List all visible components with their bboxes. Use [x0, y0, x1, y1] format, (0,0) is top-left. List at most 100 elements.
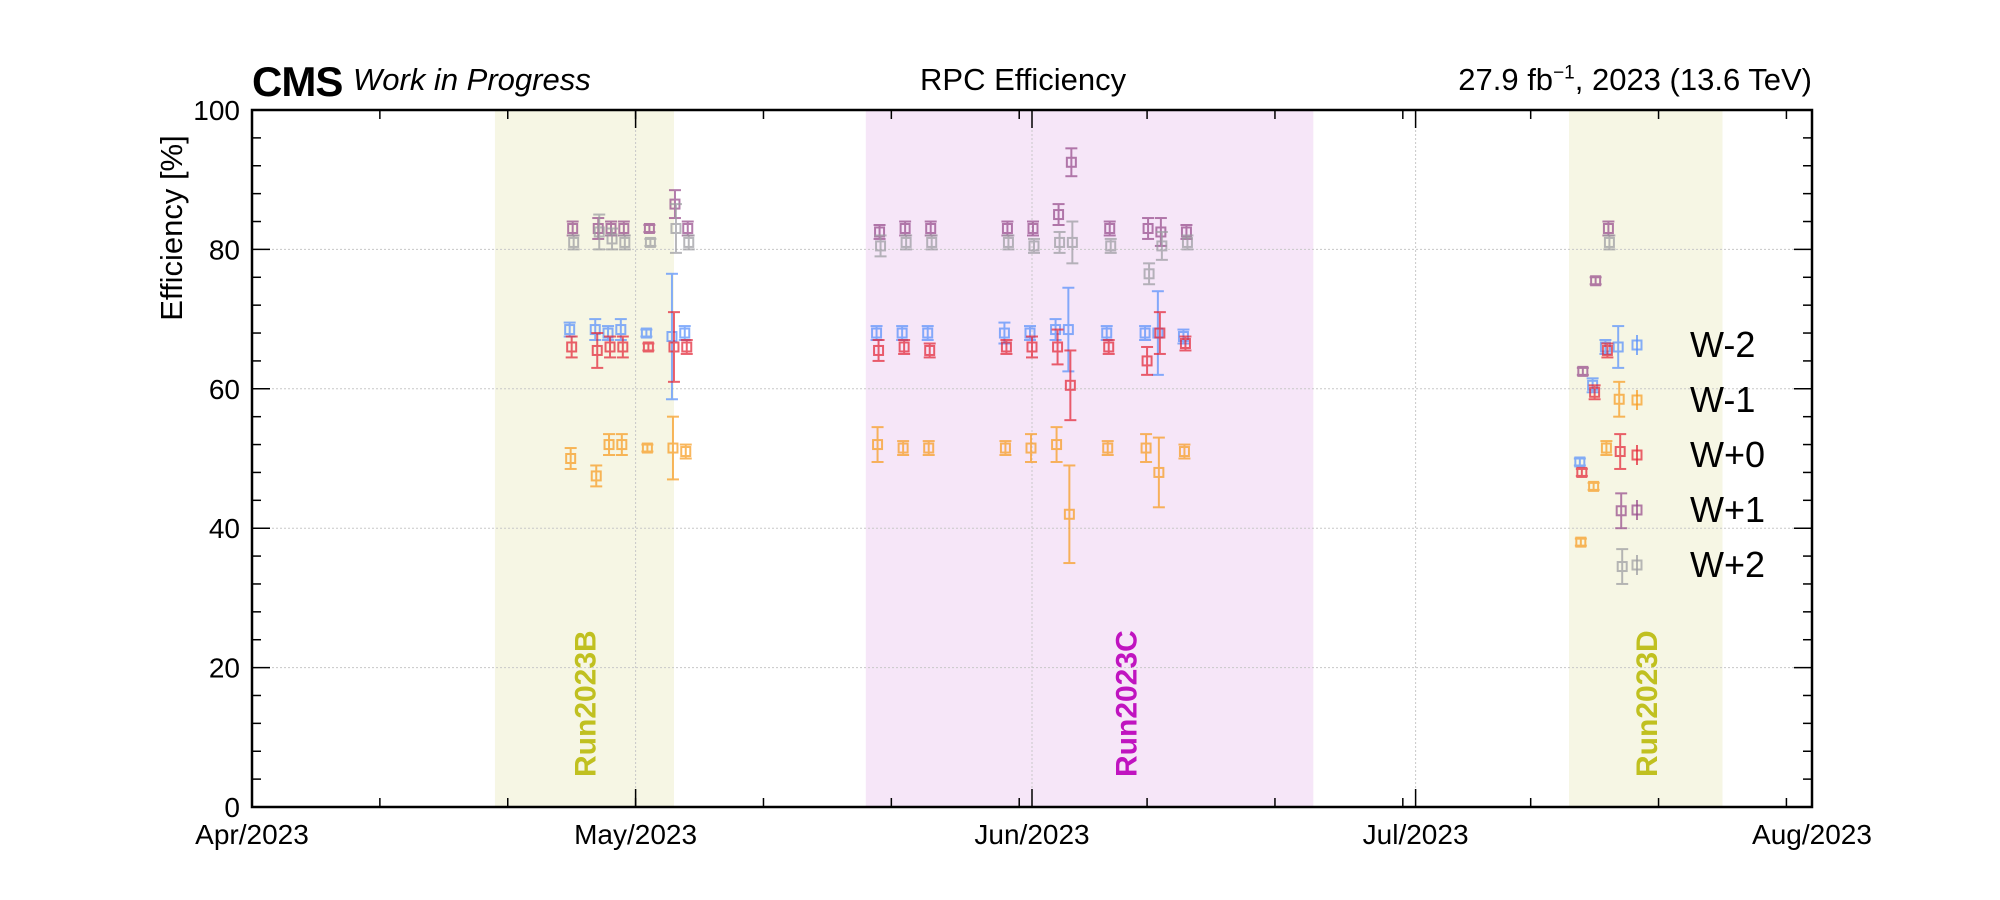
marker [926, 236, 938, 248]
data-point [1065, 147, 1078, 178]
marker [872, 439, 884, 451]
data-point [618, 234, 631, 251]
data-point [872, 339, 885, 362]
marker [1105, 240, 1117, 252]
data-point [1024, 325, 1036, 342]
data-point [666, 415, 679, 481]
marker [681, 341, 693, 353]
data-point [1050, 426, 1063, 463]
y-tick-label: 40 [209, 513, 240, 544]
marker [924, 344, 936, 356]
legend-marker [1631, 339, 1643, 351]
marker [1179, 337, 1191, 349]
data-point [1576, 365, 1589, 377]
marker [1613, 393, 1625, 405]
marker [998, 327, 1010, 339]
data-point [1103, 220, 1116, 237]
data-point [565, 335, 578, 359]
marker [1178, 446, 1190, 458]
marker [564, 324, 576, 336]
data-point [924, 220, 937, 237]
experiment-label: CMS [252, 58, 343, 105]
legend-entry: W-2 [1631, 324, 1755, 365]
data-point [640, 327, 653, 339]
marker [643, 222, 655, 234]
data-point [1588, 384, 1601, 401]
marker [1589, 386, 1601, 398]
legend-marker [1631, 504, 1643, 516]
y-tick-label: 100 [193, 95, 240, 126]
data-point [1064, 349, 1077, 422]
x-tick-label: May/2023 [574, 819, 697, 850]
data-point [923, 342, 936, 359]
data-point [1587, 480, 1600, 492]
marker [1576, 466, 1588, 478]
legend-entry: W-1 [1631, 379, 1755, 420]
marker [871, 327, 883, 339]
data-point [922, 440, 935, 457]
marker [1104, 222, 1116, 234]
marker [1602, 222, 1614, 234]
marker [1601, 344, 1613, 356]
lumi-value: 27.9 fb [1458, 62, 1554, 97]
marker [615, 324, 627, 336]
legend-marker [1631, 449, 1643, 461]
data-point [679, 443, 692, 460]
marker [642, 341, 654, 353]
data-point [1181, 234, 1194, 251]
marker [1026, 341, 1038, 353]
data-point [1615, 492, 1628, 530]
legend-label: W+2 [1690, 544, 1765, 585]
data-point [1104, 237, 1117, 254]
marker [1615, 505, 1627, 517]
chart-title: RPC Efficiency [920, 62, 1127, 97]
marker [602, 327, 614, 339]
legend-marker [1631, 394, 1643, 406]
data-point [564, 447, 577, 470]
data-point [1613, 380, 1626, 418]
data-point [1101, 440, 1114, 457]
marker [667, 442, 679, 454]
marker [896, 327, 908, 339]
marker [682, 222, 694, 234]
data-point [603, 433, 616, 457]
marker [1181, 236, 1193, 248]
marker [1600, 442, 1612, 454]
marker [897, 442, 909, 454]
data-point [678, 325, 691, 342]
marker [1612, 341, 1624, 353]
marker [922, 327, 934, 339]
marker [1066, 236, 1078, 248]
data-point [667, 311, 680, 383]
marker [683, 236, 695, 248]
data-point [644, 236, 657, 248]
data-point [606, 227, 619, 251]
luminosity-label: 27.9 fb−1, 2023 (13.6 TeV) [1458, 62, 1812, 98]
marker [1027, 222, 1039, 234]
marker [641, 442, 653, 454]
data-point [641, 442, 654, 454]
data-point [681, 220, 694, 237]
data-point [870, 325, 883, 342]
marker [604, 341, 616, 353]
marker [606, 233, 618, 245]
data-point [1053, 230, 1066, 254]
data-point [1027, 220, 1039, 237]
legend-label: W-1 [1690, 379, 1755, 420]
data-point [1599, 339, 1612, 355]
axes: 0 20 40 60 80 100 Apr/2023 May/2023 Jun/2023 Jul/… [193, 95, 1872, 850]
marker [1603, 236, 1615, 248]
marker [1064, 379, 1076, 391]
marker [589, 324, 601, 336]
data-point [593, 213, 606, 251]
data-point [1000, 339, 1013, 355]
y-tick-label: 20 [209, 653, 240, 684]
data-point [1143, 262, 1156, 286]
legend: W-2 W-1 W+0 W+1 W+2 [1631, 324, 1765, 585]
data-point [591, 332, 604, 369]
legend-label: W+0 [1690, 434, 1765, 475]
data-point [1179, 335, 1192, 352]
data-point [1142, 217, 1155, 240]
data-point [1100, 325, 1113, 342]
data-point [1589, 275, 1602, 287]
